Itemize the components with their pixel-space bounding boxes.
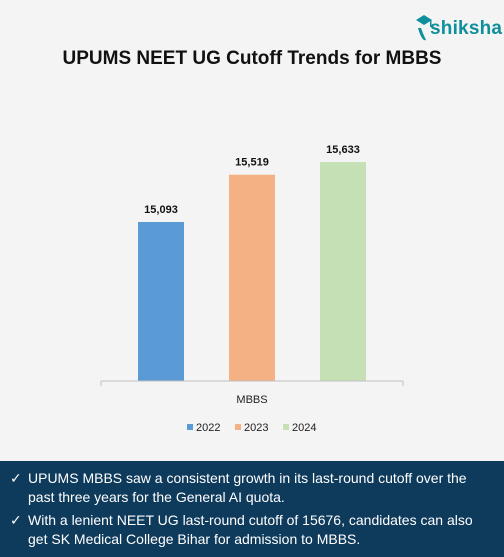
note-text: With a lenient NEET UG last-round cutoff… [28,512,473,547]
data-label-2022: 15,093 [144,204,178,216]
legend-label-2024: 2024 [292,422,316,434]
brand-logo: shiksha [414,10,503,46]
check-icon: ✓ [10,470,22,486]
graduation-cap-icon [416,15,432,41]
bar-2022 [138,221,184,381]
data-label-2023: 15,519 [235,157,269,169]
legend-swatch-2023 [235,424,241,430]
data-label-2024: 15,633 [326,144,360,156]
brand-name: shiksha [430,18,503,39]
bar-2024 [320,162,366,381]
bar-2023 [229,174,275,381]
note-item: ✓ With a lenient NEET UG last-round cuto… [10,511,494,549]
note-item: ✓ UPUMS MBBS saw a consistent growth in … [10,469,494,507]
legend-swatch-2022 [187,424,193,430]
bar-chart: 15,093 15,519 15,633 MBBS 2022 2023 2024 [100,144,404,434]
check-icon: ✓ [10,512,22,528]
notes-panel: ✓ UPUMS MBBS saw a consistent growth in … [0,461,504,557]
legend-label-2023: 2023 [244,422,268,434]
chart-title: UPUMS NEET UG Cutoff Trends for MBBS [62,48,442,69]
x-tick-label: MBBS [236,394,267,406]
note-text: UPUMS MBBS saw a consistent growth in it… [28,470,467,505]
legend-label-2022: 2022 [196,422,220,434]
legend-swatch-2024 [283,424,289,430]
